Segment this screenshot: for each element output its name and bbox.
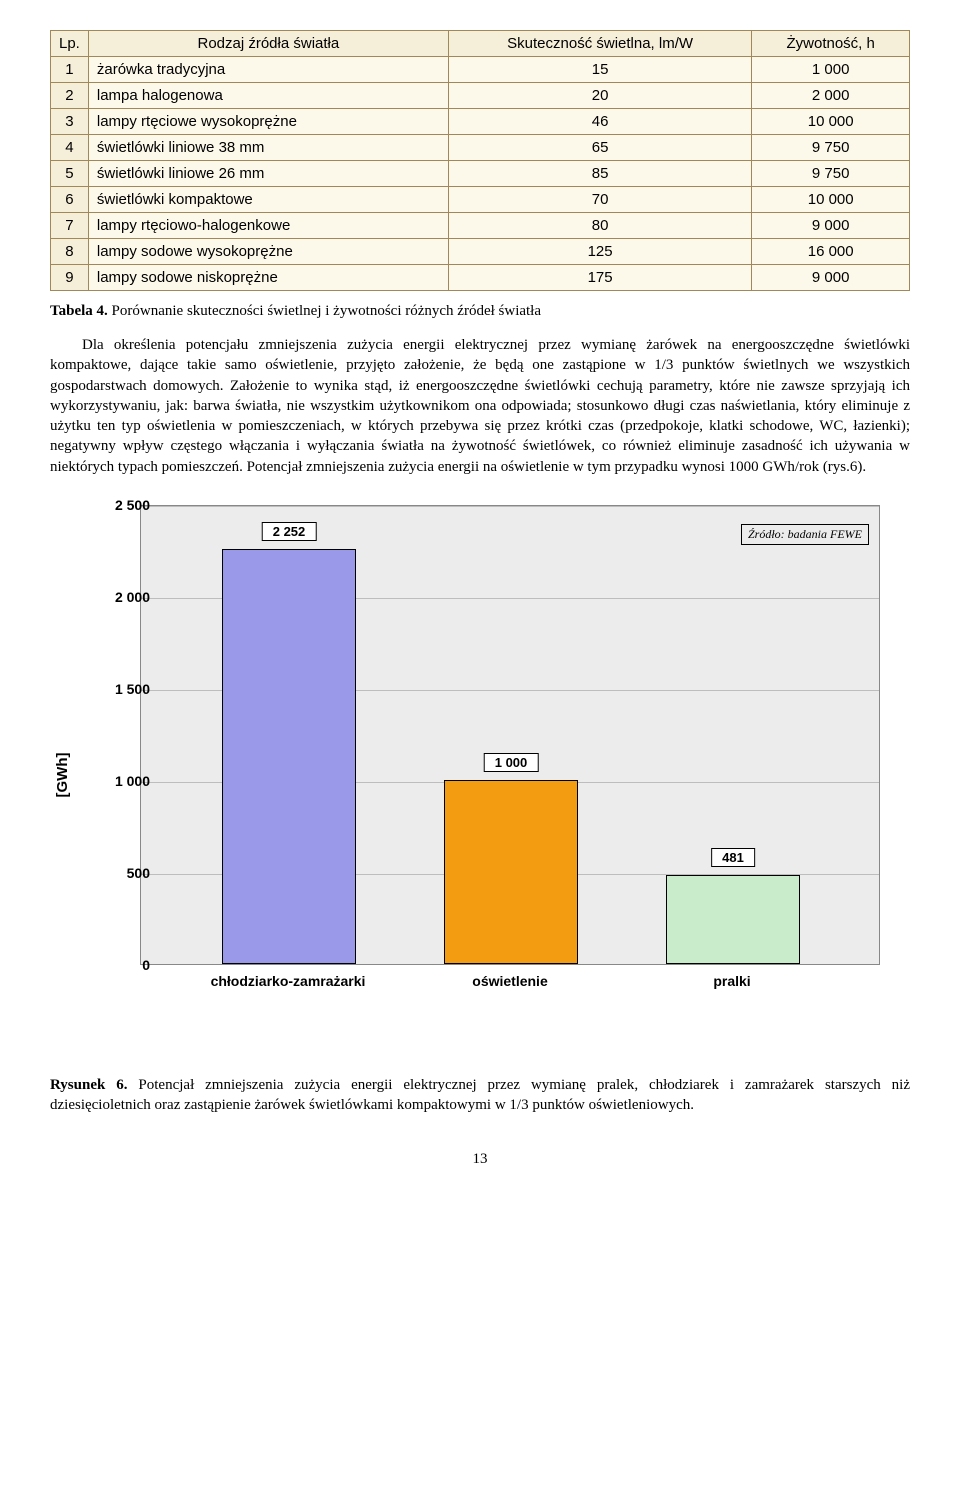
y-tick-label: 0	[80, 957, 150, 973]
cell-lp: 5	[51, 161, 89, 187]
table-row: 3lampy rtęciowe wysokoprężne4610 000	[51, 109, 910, 135]
table-row: 7lampy rtęciowo-halogenkowe809 000	[51, 213, 910, 239]
table-row: 9lampy sodowe niskoprężne1759 000	[51, 265, 910, 291]
bar	[666, 875, 799, 964]
chart-source-note: Źródło: badania FEWE	[741, 524, 869, 545]
cell-lp: 4	[51, 135, 89, 161]
cell-lp: 9	[51, 265, 89, 291]
cell-life: 1 000	[752, 57, 910, 83]
cell-eff: 85	[448, 161, 752, 187]
cell-name: żarówka tradycyjna	[88, 57, 448, 83]
bar-value-label: 2 252	[262, 522, 317, 541]
cell-name: świetlówki kompaktowe	[88, 187, 448, 213]
table-row: 6świetlówki kompaktowe7010 000	[51, 187, 910, 213]
cell-name: lampy sodowe wysokoprężne	[88, 239, 448, 265]
y-tick-label: 1 500	[80, 681, 150, 697]
cell-eff: 70	[448, 187, 752, 213]
table-caption-label: Tabela 4.	[50, 303, 108, 319]
cell-life: 9 000	[752, 265, 910, 291]
cell-lp: 6	[51, 187, 89, 213]
cell-life: 9 750	[752, 161, 910, 187]
bar	[222, 549, 355, 963]
table-row: 5świetlówki liniowe 26 mm859 750	[51, 161, 910, 187]
cell-lp: 2	[51, 83, 89, 109]
cell-lp: 7	[51, 213, 89, 239]
figure-caption: Rysunek 6. Potencjał zmniejszenia zużyci…	[50, 1075, 910, 1116]
x-tick-label: chłodziarko-zamrażarki	[211, 973, 366, 989]
cell-eff: 15	[448, 57, 752, 83]
cell-eff: 20	[448, 83, 752, 109]
body-paragraph-text: Dla określenia potencjału zmniejszenia z…	[50, 337, 910, 475]
cell-lp: 8	[51, 239, 89, 265]
y-tick-label: 1 000	[80, 773, 150, 789]
cell-life: 16 000	[752, 239, 910, 265]
table-row: 8lampy sodowe wysokoprężne12516 000	[51, 239, 910, 265]
cell-name: świetlówki liniowe 38 mm	[88, 135, 448, 161]
table-caption-text: Porównanie skuteczności świetlnej i żywo…	[108, 303, 541, 319]
col-lp: Lp.	[51, 31, 89, 57]
table-row: 1żarówka tradycyjna151 000	[51, 57, 910, 83]
figure-caption-text: Potencjał zmniejszenia zużycia energii e…	[50, 1077, 910, 1113]
body-paragraph: Dla określenia potencjału zmniejszenia z…	[50, 335, 910, 477]
table-row: 4świetlówki liniowe 38 mm659 750	[51, 135, 910, 161]
col-eff: Skuteczność świetlna, lm/W	[448, 31, 752, 57]
cell-life: 9 750	[752, 135, 910, 161]
y-tick-label: 2 500	[80, 497, 150, 513]
table-caption: Tabela 4. Porównanie skuteczności świetl…	[50, 303, 910, 320]
x-tick-label: pralki	[713, 973, 750, 989]
col-name: Rodzaj źródła światła	[88, 31, 448, 57]
cell-name: świetlówki liniowe 26 mm	[88, 161, 448, 187]
page-number: 13	[50, 1151, 910, 1168]
col-life: Żywotność, h	[752, 31, 910, 57]
cell-eff: 65	[448, 135, 752, 161]
cell-eff: 175	[448, 265, 752, 291]
cell-life: 10 000	[752, 109, 910, 135]
cell-name: lampa halogenowa	[88, 83, 448, 109]
cell-name: lampy sodowe niskoprężne	[88, 265, 448, 291]
figure-caption-label: Rysunek 6.	[50, 1077, 128, 1093]
grid-line	[141, 506, 879, 507]
energy-chart: [GWh] Źródło: badania FEWE 2 252 1 000 481…	[50, 495, 910, 1055]
y-tick-label: 2 000	[80, 589, 150, 605]
cell-name: lampy rtęciowe wysokoprężne	[88, 109, 448, 135]
table-row: 2lampa halogenowa202 000	[51, 83, 910, 109]
cell-life: 10 000	[752, 187, 910, 213]
table-body: 1żarówka tradycyjna151 0002lampa halogen…	[51, 57, 910, 291]
y-tick-label: 500	[80, 865, 150, 881]
bar-value-label: 481	[711, 848, 755, 867]
cell-eff: 46	[448, 109, 752, 135]
bar-value-label: 1 000	[484, 753, 539, 772]
cell-lp: 1	[51, 57, 89, 83]
cell-eff: 125	[448, 239, 752, 265]
cell-life: 2 000	[752, 83, 910, 109]
light-sources-table: Lp. Rodzaj źródła światła Skuteczność św…	[50, 30, 910, 291]
cell-lp: 3	[51, 109, 89, 135]
cell-life: 9 000	[752, 213, 910, 239]
cell-eff: 80	[448, 213, 752, 239]
x-tick-label: oświetlenie	[472, 973, 547, 989]
bar	[444, 780, 577, 964]
y-axis-title: [GWh]	[54, 752, 71, 797]
cell-name: lampy rtęciowo-halogenkowe	[88, 213, 448, 239]
plot-area: Źródło: badania FEWE 2 252 1 000 481	[140, 505, 880, 965]
